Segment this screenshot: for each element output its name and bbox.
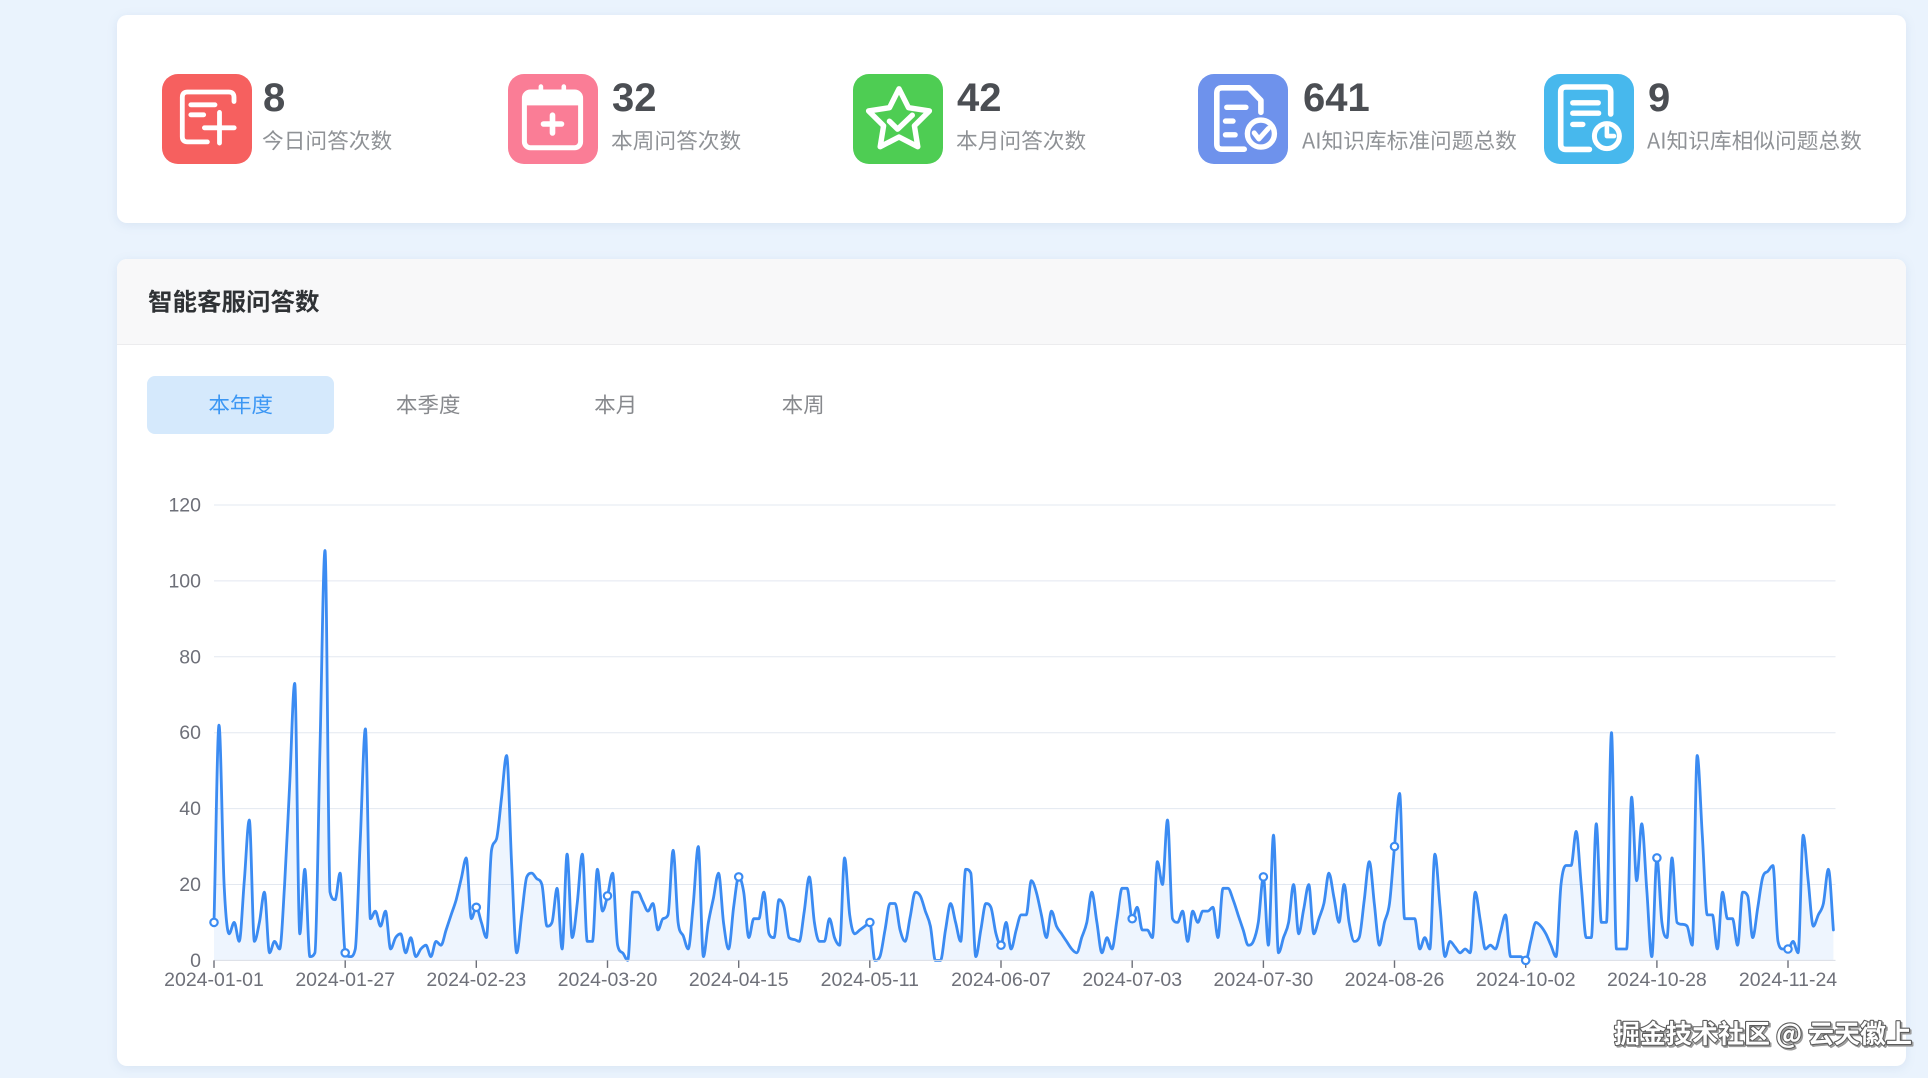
- svg-text:2024-10-02: 2024-10-02: [1476, 969, 1576, 991]
- svg-text:20: 20: [179, 874, 201, 896]
- svg-text:42: 42: [957, 76, 1002, 120]
- svg-text:2024-07-30: 2024-07-30: [1214, 969, 1314, 991]
- svg-text:9: 9: [1648, 76, 1670, 120]
- svg-text:100: 100: [168, 570, 201, 592]
- svg-text:2024-03-20: 2024-03-20: [558, 969, 658, 991]
- svg-text:2024-07-03: 2024-07-03: [1082, 969, 1182, 991]
- svg-text:2024-05-11: 2024-05-11: [821, 969, 919, 991]
- svg-text:120: 120: [168, 495, 201, 517]
- svg-text:8: 8: [263, 76, 285, 120]
- svg-text:2024-11-24: 2024-11-24: [1739, 969, 1837, 991]
- svg-text:0: 0: [190, 950, 201, 972]
- svg-text:40: 40: [179, 798, 201, 820]
- svg-text:80: 80: [179, 646, 201, 668]
- svg-text:2024-01-01: 2024-01-01: [164, 969, 264, 991]
- svg-text:2024-06-07: 2024-06-07: [951, 969, 1051, 991]
- svg-text:60: 60: [179, 722, 201, 744]
- svg-text:2024-04-15: 2024-04-15: [689, 969, 789, 991]
- svg-text:641: 641: [1303, 76, 1370, 120]
- svg-text:32: 32: [612, 76, 657, 120]
- svg-text:2024-02-23: 2024-02-23: [426, 969, 526, 991]
- svg-text:2024-08-26: 2024-08-26: [1345, 969, 1445, 991]
- svg-text:2024-10-28: 2024-10-28: [1607, 969, 1707, 991]
- svg-text:2024-01-27: 2024-01-27: [295, 969, 395, 991]
